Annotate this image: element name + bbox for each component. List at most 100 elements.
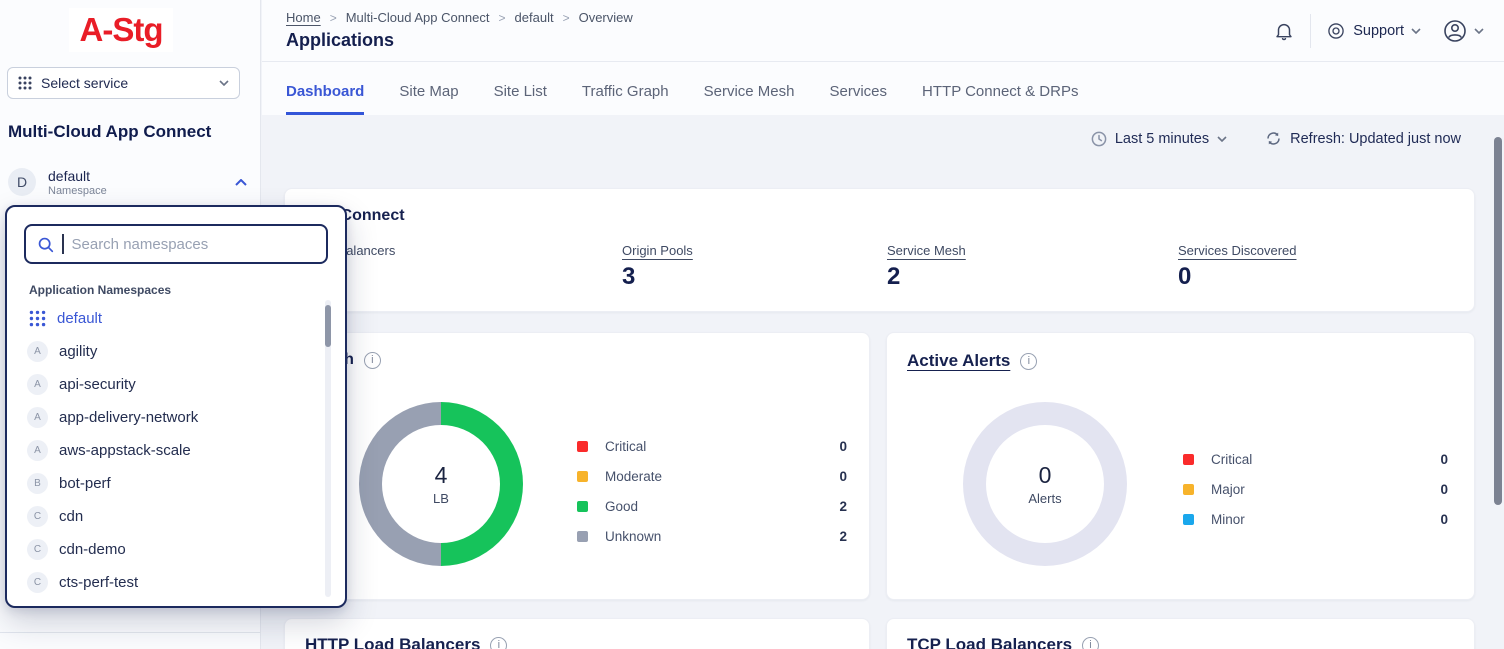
namespace-item[interactable]: A app-delivery-network <box>7 401 325 434</box>
metric-load-balancers: Load Balancers <box>305 243 622 291</box>
namespace-item[interactable]: C cts-perf-test <box>7 566 325 599</box>
namespace-name: default <box>48 167 91 184</box>
namespace-avatar: B <box>27 473 48 494</box>
namespace-avatar: A <box>27 440 48 461</box>
legend-value: 0 <box>1440 481 1448 497</box>
metric-services-discovered: Services Discovered 0 <box>1178 243 1454 291</box>
clock-icon <box>1091 131 1107 146</box>
namespace-item-label: cdn-demo <box>59 541 126 558</box>
donut-center-label: Alerts <box>1028 491 1062 506</box>
breadcrumb-separator: > <box>498 10 506 25</box>
metric-value: 3 <box>622 263 636 290</box>
good-swatch <box>577 500 588 512</box>
info-icon[interactable]: i <box>490 636 508 649</box>
namespace-item[interactable]: C cdn-demo <box>7 533 325 566</box>
app-connect-summary-card: App Connect Load Balancers Origin Pools … <box>284 188 1475 312</box>
breadcrumb-namespace[interactable]: default <box>514 10 554 25</box>
breadcrumb-product[interactable]: Multi-Cloud App Connect <box>345 10 490 25</box>
legend-row: Unknown 2 <box>577 521 847 551</box>
namespace-dropdown-panel: Application Namespaces default A agility… <box>5 205 347 608</box>
http-lb-title[interactable]: HTTP Load Balancers <box>305 635 481 649</box>
legend-label: Minor <box>1211 511 1245 527</box>
legend-row: Major 0 <box>1183 474 1448 504</box>
moderate-swatch <box>577 470 588 482</box>
info-icon[interactable]: i <box>363 351 381 369</box>
user-avatar-icon <box>1444 20 1466 42</box>
page-title: Applications <box>286 30 395 50</box>
grid-icon <box>29 310 46 327</box>
breadcrumb-separator: > <box>562 10 570 25</box>
critical-swatch <box>1183 453 1194 465</box>
tab-http-connect-drps[interactable]: HTTP Connect & DRPs <box>922 83 1079 100</box>
legend-label: Critical <box>605 438 647 454</box>
health-legend: Critical 0 Moderate 0 Good 2 Unknown 2 <box>577 431 847 551</box>
namespace-item-label: aws-appstack-scale <box>59 442 191 459</box>
tab-site-map[interactable]: Site Map <box>399 83 459 100</box>
namespace-item-default[interactable]: default <box>7 302 325 335</box>
unknown-swatch <box>577 530 588 542</box>
header-actions: Support <box>1273 0 1484 62</box>
dropdown-scrollbar-thumb[interactable] <box>325 305 331 347</box>
breadcrumb-home[interactable]: Home <box>286 10 321 25</box>
metric-value: 0 <box>1178 263 1192 290</box>
grid-icon <box>18 76 32 90</box>
tab-service-mesh[interactable]: Service Mesh <box>703 83 795 100</box>
info-icon[interactable]: i <box>1082 636 1100 649</box>
select-service-dropdown[interactable]: Select service <box>7 67 240 99</box>
header-divider <box>1310 14 1312 48</box>
namespace-item[interactable]: B bot-perf <box>7 467 325 500</box>
tab-site-list[interactable]: Site List <box>493 83 547 100</box>
tab-traffic-graph[interactable]: Traffic Graph <box>581 83 669 100</box>
active-alerts-card: Active Alerts i 0 Alerts Critical 0 Majo… <box>886 332 1475 600</box>
alerts-donut-chart: 0 Alerts <box>963 402 1127 566</box>
namespace-item-label: cts-perf-test <box>59 574 139 591</box>
metric-label[interactable]: Origin Pools <box>622 243 693 258</box>
namespace-selector[interactable]: D default Namespace <box>8 163 253 201</box>
support-label: Support <box>1353 23 1404 39</box>
metric-label[interactable]: Service Mesh <box>887 243 966 258</box>
tab-dashboard[interactable]: Dashboard <box>286 83 365 115</box>
page-scrollbar-thumb[interactable] <box>1494 137 1502 505</box>
namespace-item[interactable]: A aws-appstack-scale <box>7 434 325 467</box>
metric-label[interactable]: Load Balancers <box>305 243 396 258</box>
chevron-up-icon <box>235 178 247 186</box>
metric-label[interactable]: Services Discovered <box>1178 243 1297 258</box>
namespace-item[interactable]: A api-security <box>7 368 325 401</box>
refresh-button[interactable]: Refresh: Updated just now <box>1265 130 1461 147</box>
breadcrumb-overview[interactable]: Overview <box>578 10 633 25</box>
legend-value: 0 <box>1440 451 1448 467</box>
namespace-avatar: C <box>27 572 48 593</box>
notifications-button[interactable] <box>1273 19 1295 43</box>
lb-health-donut-chart: 4 LB <box>359 402 523 566</box>
namespace-avatar: A <box>27 407 48 428</box>
tenant-logo: A-Stg <box>69 8 173 52</box>
namespace-avatar: C <box>27 539 48 560</box>
chevron-down-icon <box>219 80 229 86</box>
dropdown-scrollbar-track[interactable] <box>325 300 331 597</box>
legend-row: Critical 0 <box>577 431 847 461</box>
namespace-avatar: C <box>27 506 48 527</box>
legend-value: 0 <box>839 468 847 484</box>
critical-swatch <box>577 440 588 452</box>
namespace-search-box[interactable] <box>24 224 328 264</box>
namespace-avatar: D <box>8 168 36 196</box>
support-menu[interactable]: Support <box>1326 21 1421 41</box>
metric-service-mesh: Service Mesh 2 <box>887 243 1178 291</box>
tab-services[interactable]: Services <box>829 83 888 100</box>
tcp-lb-title[interactable]: TCP Load Balancers <box>907 635 1073 649</box>
donut-center-label: LB <box>433 491 449 506</box>
namespace-item[interactable]: C cdn <box>7 500 325 533</box>
support-lifebuoy-icon <box>1328 23 1344 39</box>
namespace-search-input[interactable] <box>71 235 315 253</box>
legend-value: 0 <box>839 438 847 454</box>
http-load-balancers-card: HTTP Load Balancers i <box>284 618 870 649</box>
dashboard-toolbar: Last 5 minutes Refresh: Updated just now <box>1091 130 1461 147</box>
active-alerts-title[interactable]: Active Alerts <box>907 351 1011 370</box>
info-icon[interactable]: i <box>1020 352 1038 370</box>
alerts-legend: Critical 0 Major 0 Minor 0 <box>1183 444 1448 534</box>
account-menu[interactable] <box>1442 18 1484 44</box>
legend-row: Critical 0 <box>1183 444 1448 474</box>
time-range-selector[interactable]: Last 5 minutes <box>1091 131 1227 147</box>
legend-label: Unknown <box>605 528 662 544</box>
namespace-item[interactable]: A agility <box>7 335 325 368</box>
